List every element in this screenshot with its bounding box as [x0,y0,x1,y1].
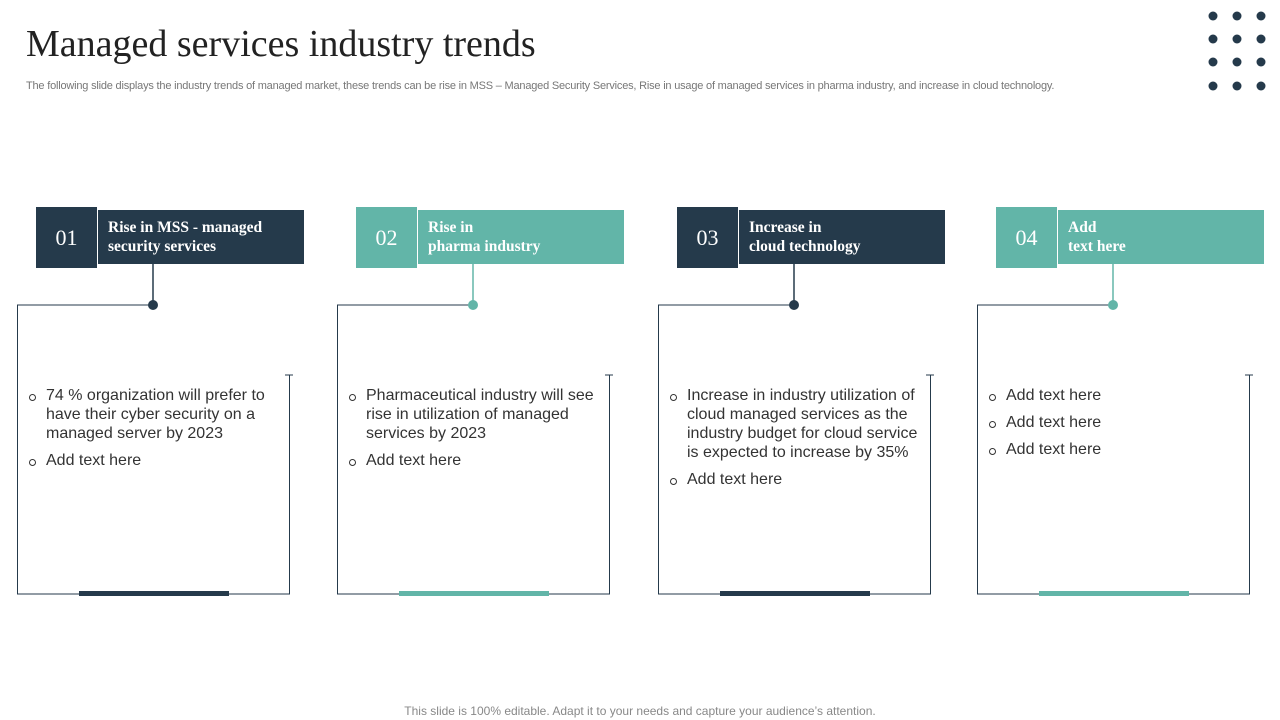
card-title-line: security services [108,238,217,255]
card: 03 Increase in cloud technology Increase in… [658,0,958,720]
bullet-list: Pharmaceutical industry will see rise in… [347,386,606,478]
number-box: 01 [36,207,97,268]
number-box: 04 [996,207,1057,268]
bullet-list: Increase in industry utilization of clou… [668,386,927,497]
bottom-bar [399,591,549,596]
subtitle: The following slide displays the industr… [26,80,1055,92]
card: 02 Rise in pharma industry Pharmaceutical i… [337,0,637,720]
card: 01 Rise in MSS - managed security services… [17,0,317,720]
bullet: Add text here [989,413,1246,432]
card-title-line: Rise in MSS - managed [108,219,263,236]
bullet: Add text here [29,451,286,470]
bottom-bar [720,591,870,596]
connector-dot [789,300,799,310]
card-title-line: Add [1068,219,1097,236]
card-title-line: pharma industry [428,238,541,255]
bullet: Pharmaceutical industry will see rise in… [349,386,606,443]
card-title-line: text here [1068,238,1126,255]
bullet-list: Add text here Add text here Add text here [987,386,1246,467]
connector-dot [468,300,478,310]
card-title-line: cloud technology [749,238,861,255]
title: Managed services industry trends [26,23,536,65]
bullet: Add text here [989,386,1246,405]
bullet: Add text here [989,440,1246,459]
card-title-line: Increase in [749,219,822,236]
title-bar: Add text here [1058,210,1264,264]
connector-dot [148,300,158,310]
footer: This slide is 100% editable. Adapt it to… [404,704,876,718]
title-bar: Increase in cloud technology [739,210,945,264]
bottom-bar [1039,591,1189,596]
bullet: Increase in industry utilization of clou… [670,386,927,462]
dot-grid [1208,11,1266,91]
card-frame [337,264,613,596]
bullet: Add text here [349,451,606,470]
card-frame [658,264,934,596]
bullet: 74 % organization will prefer to have th… [29,386,286,443]
card-frame [977,264,1253,596]
bullet-list: 74 % organization will prefer to have th… [27,386,286,478]
bullet: Add text here [670,470,927,489]
connector-dot [1108,300,1118,310]
bottom-bar [79,591,229,596]
title-bar: Rise in pharma industry [418,210,624,264]
title-bar: Rise in MSS - managed security services [98,210,304,264]
card-title-line: Rise in [428,219,474,236]
number-box: 03 [677,207,738,268]
number-box: 02 [356,207,417,268]
card-frame [17,264,293,596]
card: 04 Add text here Add text here Add text here… [977,0,1277,720]
